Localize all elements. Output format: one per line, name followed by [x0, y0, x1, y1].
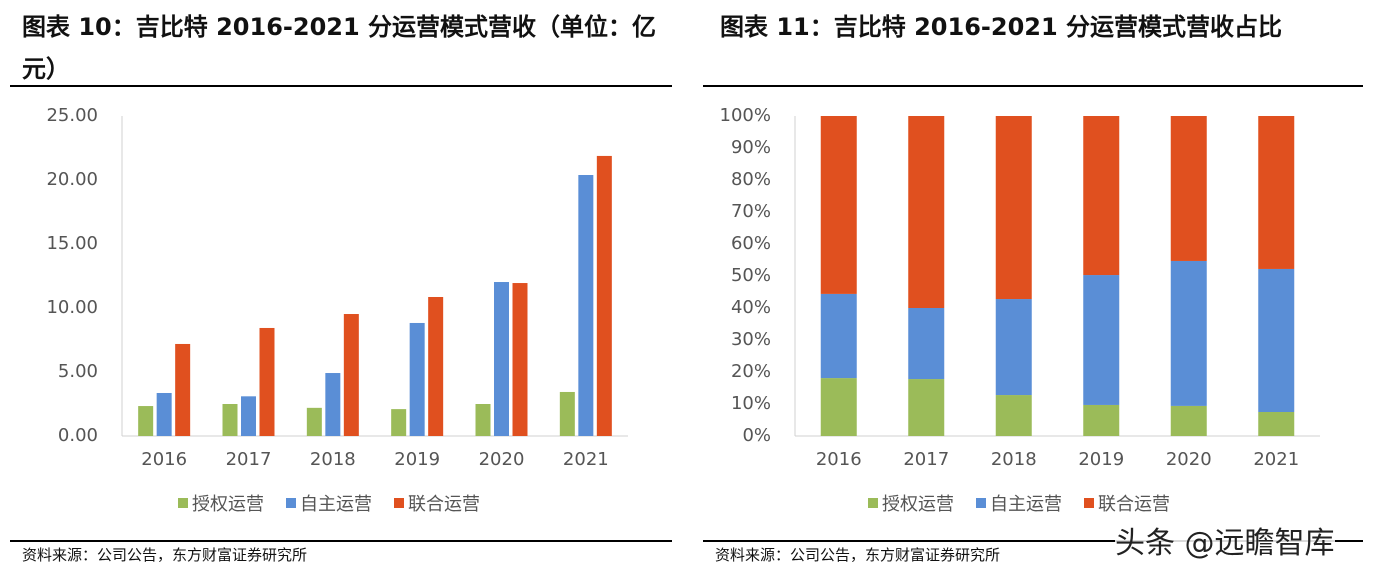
bar: [578, 175, 594, 436]
rule: [10, 540, 672, 542]
bar-segment: [820, 293, 857, 379]
legend-label: 自主运营: [990, 494, 1062, 515]
bar: [475, 404, 491, 436]
bar: [241, 396, 256, 436]
bar: [596, 155, 612, 436]
bar-segment: [1083, 116, 1120, 276]
x-tick-label: 2017: [226, 449, 272, 470]
bar: [409, 322, 425, 436]
bar: [494, 282, 509, 436]
bar: [325, 373, 341, 436]
bar-segment: [1258, 268, 1295, 412]
y-tick-label: 70%: [731, 201, 771, 222]
y-tick-label: 40%: [731, 297, 771, 318]
bar-segment: [908, 379, 945, 436]
bar-segment: [1170, 405, 1207, 436]
bar: [559, 391, 575, 436]
bar-segment: [1083, 275, 1120, 405]
legend-swatch: [394, 498, 404, 508]
x-tick-label: 2016: [141, 449, 187, 470]
bar: [306, 407, 322, 436]
legend-swatch: [868, 498, 878, 508]
y-tick-label: 0%: [742, 425, 771, 446]
bar: [428, 296, 444, 436]
legend-swatch: [976, 498, 986, 508]
legend-label: 授权运营: [192, 494, 264, 515]
legend-label: 授权运营: [882, 494, 954, 515]
bar-segment: [908, 116, 945, 308]
x-tick-label: 2021: [1253, 449, 1299, 470]
bar-segment: [820, 378, 857, 436]
x-tick-label: 2016: [816, 449, 862, 470]
y-tick-label: 60%: [731, 233, 771, 254]
bar-segment: [995, 116, 1032, 300]
y-tick-label: 80%: [731, 169, 771, 190]
x-tick-label: 2018: [310, 449, 356, 470]
rule: [703, 85, 1363, 87]
source: 资料来源：公司公告，东方财富证券研究所: [22, 546, 308, 564]
y-tick-label: 100%: [720, 105, 771, 126]
bar-segment: [820, 116, 857, 294]
chart-title: 图表 11：吉比特 2016-2021 分运营模式营收占比: [720, 13, 1283, 41]
bar: [175, 343, 191, 436]
y-tick-label: 50%: [731, 265, 771, 286]
legend-label: 联合运营: [1098, 494, 1170, 515]
rule: [10, 85, 672, 87]
legend-label: 自主运营: [300, 494, 372, 515]
bar-segment: [1258, 412, 1295, 436]
bar-segment: [1083, 404, 1120, 436]
y-tick-label: 90%: [731, 137, 771, 158]
bar: [512, 283, 528, 436]
bar: [138, 406, 154, 436]
y-tick-label: 10%: [731, 393, 771, 414]
y-tick-label: 20%: [731, 361, 771, 382]
source: 资料来源：公司公告，东方财富证券研究所: [715, 546, 1001, 564]
x-tick-label: 2020: [1166, 449, 1212, 470]
x-tick-label: 2019: [1078, 449, 1124, 470]
legend-label: 联合运营: [408, 494, 480, 515]
y-tick-label: 20.00: [46, 169, 98, 190]
bar: [222, 404, 238, 436]
y-tick-label: 30%: [731, 329, 771, 350]
bar-segment: [995, 395, 1032, 436]
chart-title: 图表 10：吉比特 2016-2021 分运营模式营收（单位：亿元）: [22, 13, 657, 83]
y-tick-label: 10.00: [46, 297, 98, 318]
bar: [156, 392, 172, 436]
rule: [703, 540, 1363, 542]
bar-segment: [908, 308, 945, 380]
bar-segment: [1170, 260, 1207, 406]
x-tick-label: 2020: [479, 449, 525, 470]
bar: [343, 314, 359, 436]
y-tick-label: 25.00: [46, 105, 98, 126]
legend-swatch: [1084, 498, 1094, 508]
x-tick-label: 2019: [394, 449, 440, 470]
bar: [391, 409, 407, 436]
x-tick-label: 2017: [903, 449, 949, 470]
y-tick-label: 0.00: [58, 425, 98, 446]
x-tick-label: 2018: [991, 449, 1037, 470]
bar-segment: [1258, 116, 1295, 269]
legend-swatch: [286, 498, 296, 508]
y-tick-label: 15.00: [46, 233, 98, 254]
bar-segment: [995, 299, 1032, 396]
watermark: 头条 @远瞻智库: [1115, 518, 1335, 562]
bar-segment: [1170, 116, 1207, 261]
bar: [259, 327, 275, 436]
legend-swatch: [178, 498, 188, 508]
x-tick-label: 2021: [563, 449, 609, 470]
y-tick-label: 5.00: [58, 361, 98, 382]
